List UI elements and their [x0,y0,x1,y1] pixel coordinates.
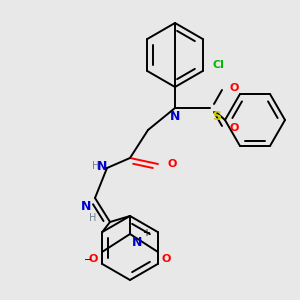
Text: +: + [142,228,150,238]
Text: S: S [212,110,221,123]
Text: H: H [92,161,99,171]
Text: N: N [97,160,107,173]
Text: O: O [88,254,98,264]
Text: O: O [230,123,239,133]
Text: Cl: Cl [213,60,225,70]
Text: O: O [230,83,239,93]
Text: O: O [162,254,171,264]
Text: N: N [132,236,142,249]
Text: N: N [81,200,91,213]
Text: N: N [170,110,180,123]
Text: H: H [88,213,96,223]
Text: −: − [84,255,92,265]
Text: O: O [168,159,177,169]
